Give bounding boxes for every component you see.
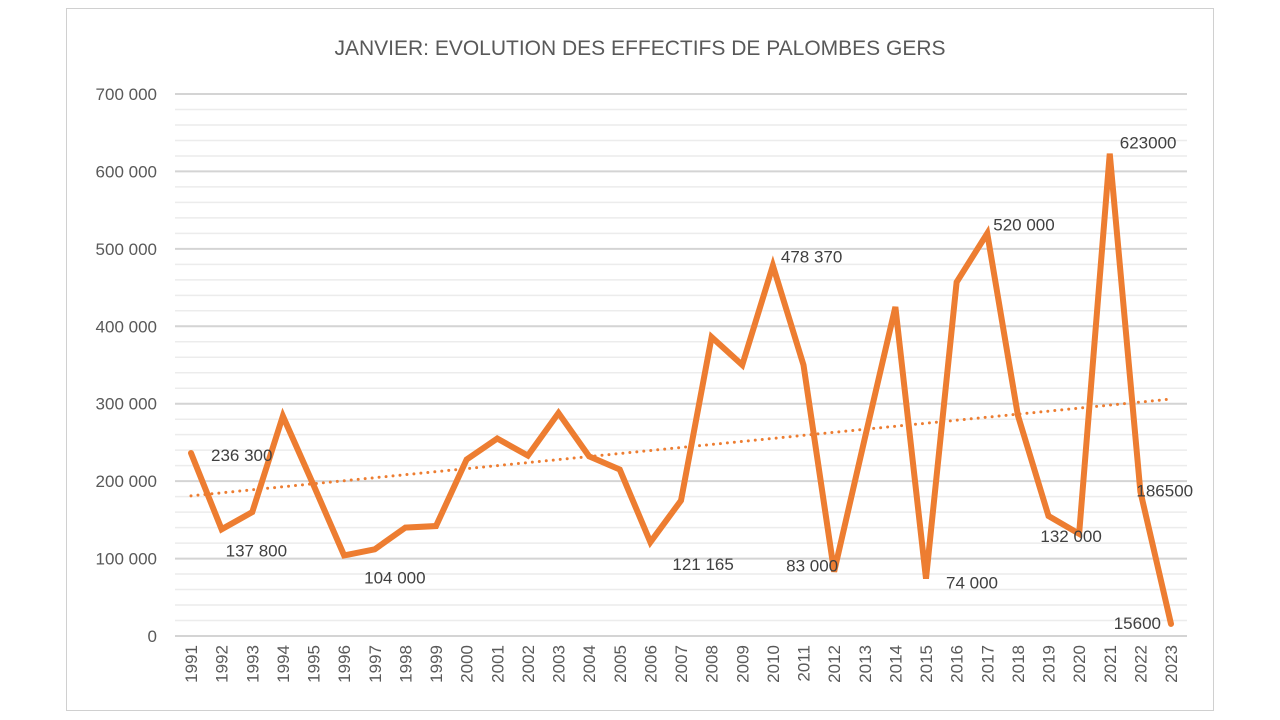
x-tick-label: 2011 xyxy=(795,645,814,682)
data-labels: 236 300 137 800 104 000 121 165 478 370 83 00… xyxy=(211,134,1193,633)
y-tick-label: 500 000 xyxy=(96,240,157,259)
y-tick-label: 200 000 xyxy=(96,472,157,491)
x-tick-label: 2016 xyxy=(948,645,967,683)
y-tick-label: 300 000 xyxy=(96,395,157,414)
x-tick-label: 2014 xyxy=(886,645,905,683)
data-label: 520 000 xyxy=(993,215,1054,234)
chart-title: JANVIER: EVOLUTION DES EFFECTIFS DE PALO… xyxy=(334,37,945,60)
gridlines xyxy=(175,93,1187,637)
x-tick-label: 2015 xyxy=(917,645,936,683)
x-tick-label: 2012 xyxy=(825,645,844,683)
y-tick-label: 100 000 xyxy=(96,550,157,569)
x-tick-label: 2020 xyxy=(1070,645,1089,683)
series xyxy=(188,153,1174,627)
y-axis: 0 100 000 200 000 300 000 400 000 500 000 600 … xyxy=(96,85,157,646)
data-label: 104 000 xyxy=(364,568,425,587)
x-tick-label: 1993 xyxy=(243,645,262,683)
data-label: 137 800 xyxy=(226,541,287,560)
x-tick-label: 2001 xyxy=(488,645,507,683)
x-tick-label: 2006 xyxy=(641,645,660,683)
x-axis: 1991 1992 1993 1994 1995 1996 1997 1998 1999 2000… xyxy=(182,645,1181,683)
x-tick-label: 1995 xyxy=(305,645,324,683)
data-label: 121 165 xyxy=(672,555,733,574)
x-tick-label: 1997 xyxy=(366,645,385,683)
data-label: 132 000 xyxy=(1040,527,1101,546)
data-label: 15600 xyxy=(1114,614,1161,633)
x-tick-label: 2004 xyxy=(580,645,599,683)
y-tick-label: 600 000 xyxy=(96,162,157,181)
data-label: 236 300 xyxy=(211,446,272,465)
x-tick-label: 2003 xyxy=(550,645,569,683)
x-tick-label: 1998 xyxy=(396,645,415,683)
x-tick-label: 2018 xyxy=(1009,645,1028,683)
x-tick-label: 2010 xyxy=(764,645,783,683)
chart-title-bold: JANVIER xyxy=(334,37,423,60)
data-label: 623000 xyxy=(1120,134,1177,153)
x-tick-label: 2022 xyxy=(1131,645,1150,683)
y-tick-label: 700 000 xyxy=(96,85,157,104)
x-tick-label: 2017 xyxy=(978,645,997,683)
x-tick-label: 1991 xyxy=(182,645,201,683)
x-tick-label: 2009 xyxy=(733,645,752,683)
x-tick-label: 2005 xyxy=(611,645,630,683)
data-label: 478 370 xyxy=(781,248,842,267)
x-tick-label: 1994 xyxy=(274,645,293,683)
x-tick-label: 2002 xyxy=(519,645,538,683)
data-label: 83 000 xyxy=(786,557,838,576)
x-tick-label: 2013 xyxy=(856,645,875,683)
x-tick-label: 2000 xyxy=(458,645,477,683)
x-tick-label: 2023 xyxy=(1162,645,1181,683)
x-tick-label: 1996 xyxy=(335,645,354,683)
y-tick-label: 0 xyxy=(148,627,157,646)
chart-frame xyxy=(66,8,1214,711)
x-tick-label: 2019 xyxy=(1040,645,1059,683)
x-tick-label: 2021 xyxy=(1101,645,1120,683)
data-label: 74 000 xyxy=(946,574,998,593)
x-tick-label: 1999 xyxy=(427,645,446,683)
x-tick-label: 1992 xyxy=(213,645,232,683)
x-tick-label: 2008 xyxy=(703,645,722,683)
x-tick-label: 2007 xyxy=(672,645,691,683)
data-label: 186500 xyxy=(1136,482,1193,501)
y-tick-label: 400 000 xyxy=(96,317,157,336)
chart-title-rest: : EVOLUTION DES EFFECTIFS DE PALOMBES GE… xyxy=(423,37,945,60)
